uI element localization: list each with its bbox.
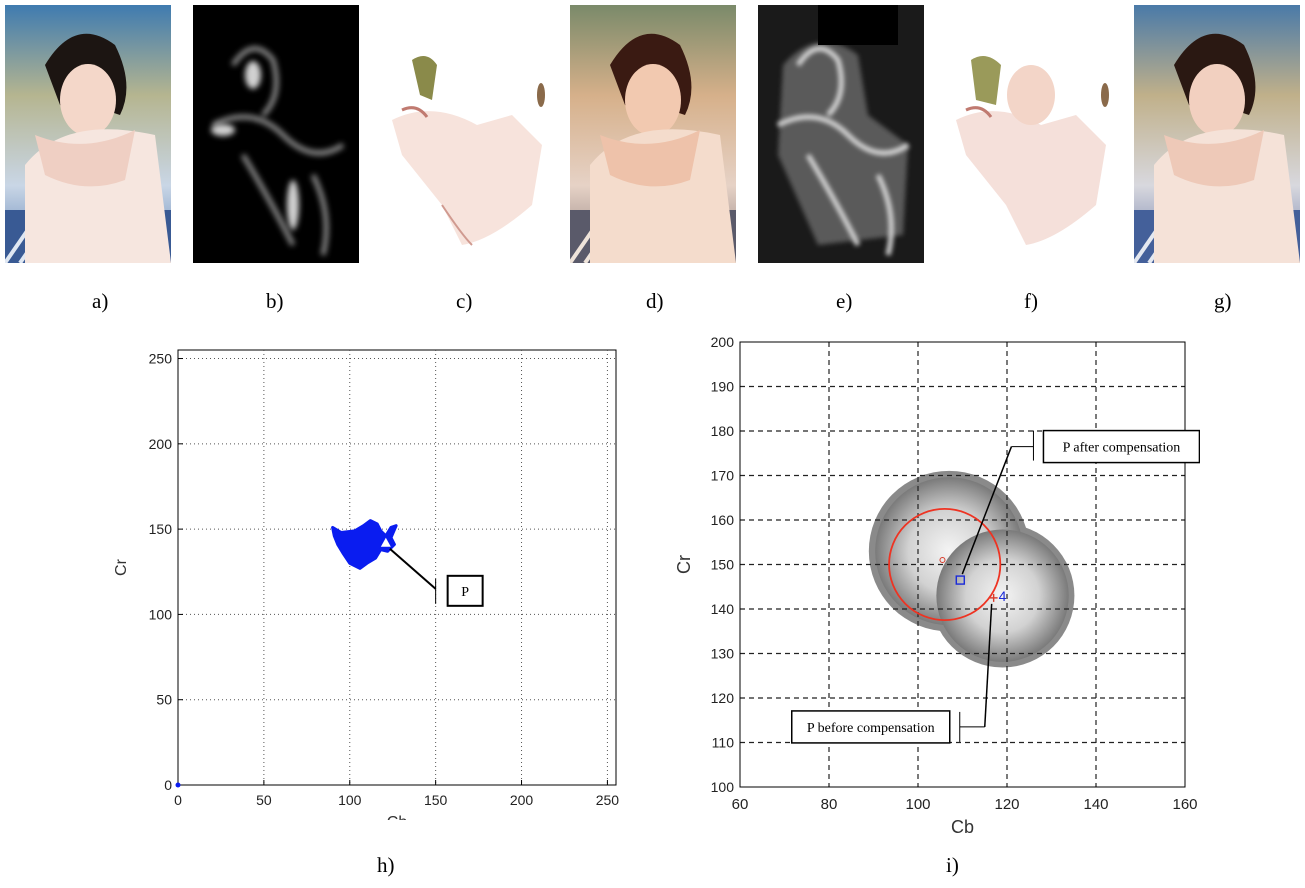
panel-label-b: b): [266, 289, 284, 313]
tick-label-y: 150: [711, 557, 735, 573]
callout-before-box: [791, 710, 951, 744]
heatmap-blob: [936, 529, 1069, 662]
tick-label-y: 200: [149, 436, 173, 452]
tick-label-x: 150: [424, 792, 448, 808]
tick-label-y: 110: [712, 735, 735, 751]
tick-label-y: 150: [149, 521, 173, 537]
circle-center-marker: [939, 557, 946, 564]
tick-label-x: 200: [510, 792, 534, 808]
panel-label-i: i): [946, 853, 959, 877]
chart-h: 0 50 100 150 200 250 0 50 100 150 200 250 Cb Cr P: [113, 349, 620, 820]
thumbnail-d: [570, 5, 736, 263]
cluster-points: [331, 519, 398, 570]
chart-i: 60 80 100 120 140 160 100 110 120 130 140 150 160 170…: [674, 334, 1200, 835]
tick-label-x: 60: [732, 796, 749, 813]
tick-label-x: 140: [1083, 796, 1108, 813]
tick-label-x: 100: [905, 796, 930, 813]
tick-label-x: 50: [256, 792, 272, 808]
tick-label-x: 250: [596, 792, 620, 808]
tick-label-y: 130: [711, 646, 735, 662]
tick-label-y: 250: [149, 351, 173, 367]
thumbnail-f: [946, 5, 1112, 263]
tick-label-y: 190: [711, 379, 735, 395]
x-axis-label: Cb: [951, 817, 974, 835]
panel-label-h: h): [377, 853, 395, 877]
callout-before: P before compensation: [791, 603, 993, 744]
p-after-marker: [955, 575, 965, 585]
tick-label-y: 100: [711, 779, 735, 795]
plot-frame: [739, 341, 1186, 788]
tick-label-y: 180: [711, 423, 735, 439]
tick-label-x: 100: [338, 792, 362, 808]
thumbnail-b: [193, 5, 359, 263]
callout-after: P after compensation: [961, 429, 1200, 575]
panel-label-g: g): [1214, 289, 1232, 313]
callout-before-leader: [984, 603, 993, 727]
callout-before-text: P before compensation: [807, 721, 935, 736]
panel-label-a: a): [92, 289, 109, 313]
p-marker: [380, 537, 391, 547]
tick-label-y: 170: [711, 468, 735, 484]
thumbnail-a: [5, 5, 171, 263]
callout-leader: [389, 548, 437, 590]
callout-text: P: [461, 585, 469, 600]
panel-label-f: f): [1024, 289, 1038, 313]
tolerance-circle: [888, 507, 1002, 622]
x-axis-label: Cb: [387, 814, 408, 820]
panel-label-c: c): [456, 289, 473, 313]
callout-p: P: [389, 548, 484, 607]
callout-box: [446, 574, 484, 607]
thumbnail-g: [1134, 5, 1300, 263]
callout-after-text: P after compensation: [1063, 441, 1181, 456]
origin-point: [175, 782, 181, 788]
plot-area: [177, 349, 617, 786]
thumbnail-c: [382, 5, 548, 263]
tick-label-x: 160: [1172, 796, 1197, 813]
y-axis-label: Cr: [674, 555, 694, 574]
tick-label-y: 140: [711, 601, 735, 617]
y-axis-label: Cr: [113, 558, 130, 576]
tick-label-y: 200: [711, 334, 735, 350]
thumbnail-e: [758, 5, 924, 263]
tick-label-y: 0: [164, 777, 172, 793]
tick-label-x: 0: [174, 792, 182, 808]
tick-label-y: 160: [711, 512, 735, 528]
tick-label-x: 80: [821, 796, 838, 813]
panel-label-e: e): [836, 289, 853, 313]
tick-label-x: 120: [994, 796, 1019, 813]
tick-label-y: 100: [149, 606, 173, 622]
callout-after-box: [1042, 429, 1200, 464]
marker-number: 4: [999, 588, 1007, 604]
tick-label-y: 120: [711, 690, 735, 706]
panel-label-d: d): [646, 289, 664, 313]
tick-label-y: 50: [156, 692, 172, 708]
callout-after-leader: [961, 446, 1013, 575]
